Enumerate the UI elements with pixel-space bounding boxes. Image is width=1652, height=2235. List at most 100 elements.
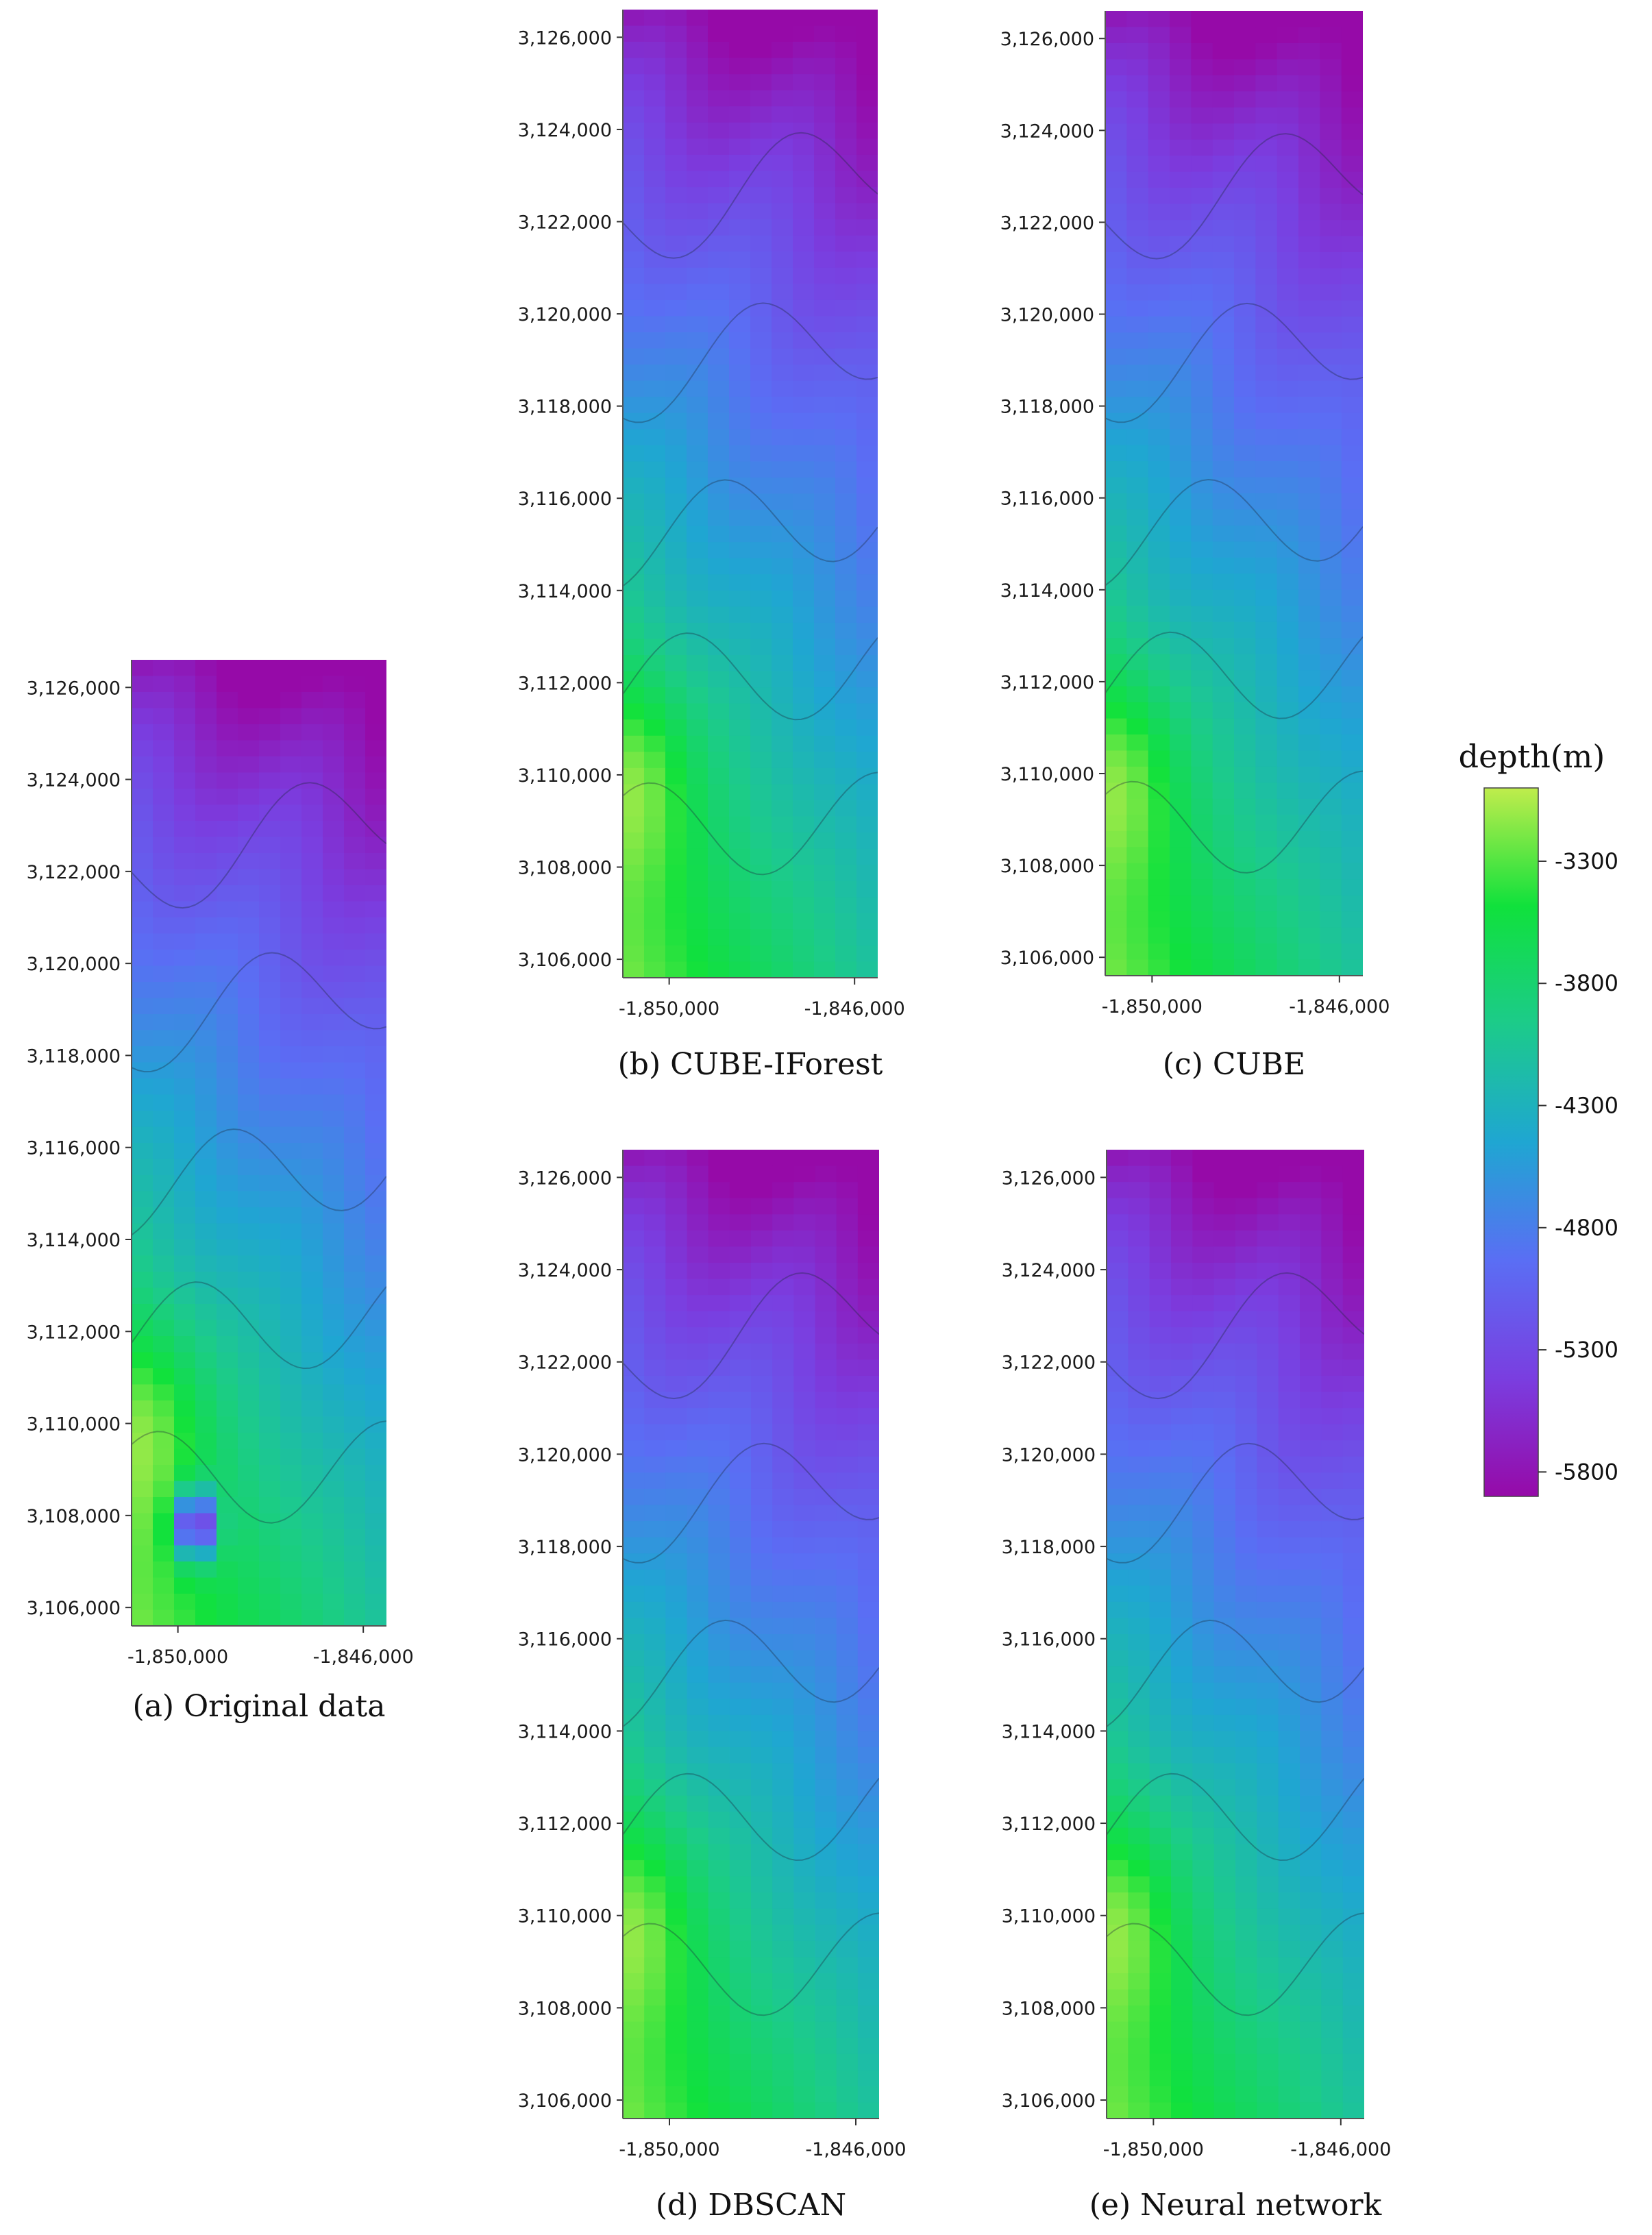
depth-cell: [1320, 123, 1342, 140]
depth-cell: [344, 1272, 366, 1289]
depth-cell: [280, 804, 302, 822]
depth-cell: [1342, 1456, 1364, 1474]
depth-cell: [323, 1577, 345, 1594]
depth-cell: [1341, 815, 1363, 832]
depth-cell: [793, 1957, 816, 1974]
depth-cell: [751, 1795, 773, 1813]
depth-cell: [365, 1046, 386, 1063]
depth-cell: [365, 950, 386, 967]
depth-cell: [623, 767, 645, 785]
depth-cell: [665, 752, 687, 769]
depth-cell: [857, 1601, 879, 1619]
depth-cell: [1170, 686, 1192, 703]
depth-cell: [1255, 911, 1278, 928]
depth-cell: [1191, 75, 1213, 92]
depth-cell: [793, 1940, 816, 1958]
depth-cell: [623, 477, 645, 495]
depth-cell: [772, 1585, 795, 1603]
depth-cell: [623, 25, 645, 42]
depth-cell: [1128, 1408, 1150, 1425]
depth-cell: [132, 1304, 153, 1321]
depth-cell: [1255, 27, 1278, 44]
depth-cell: [665, 590, 687, 608]
depth-cell: [1320, 27, 1342, 44]
depth-cell: [815, 1973, 837, 1990]
depth-cell: [132, 1014, 153, 1031]
depth-cell: [644, 429, 666, 446]
depth-cell: [1191, 766, 1213, 784]
depth-cell: [708, 719, 730, 737]
depth-cell: [1235, 1182, 1258, 1199]
depth-cell: [238, 1594, 260, 1611]
depth-cell: [1278, 1908, 1300, 1925]
depth-cell: [1255, 782, 1278, 800]
depth-cell: [857, 1537, 879, 1554]
depth-cell: [1257, 1779, 1279, 1796]
depth-cell: [687, 1359, 709, 1376]
depth-cell: [1234, 252, 1257, 269]
depth-cell: [687, 1892, 709, 1910]
depth-cell: [623, 251, 645, 269]
depth-cell: [1191, 686, 1213, 703]
depth-cell: [365, 1094, 386, 1111]
y-tick-label: 3,124,000: [1002, 1260, 1096, 1281]
depth-cell: [1298, 879, 1321, 896]
depth-cell: [644, 1585, 667, 1603]
depth-cell: [301, 1046, 323, 1063]
depth-cell: [665, 1634, 688, 1651]
depth-cell: [835, 800, 857, 817]
depth-cell: [1341, 252, 1363, 269]
depth-cell: [836, 1505, 859, 1522]
depth-cell: [1105, 927, 1128, 944]
depth-cell: [815, 2021, 837, 2038]
depth-cell: [1213, 1569, 1236, 1587]
depth-cell: [750, 542, 772, 559]
depth-cell: [1213, 1521, 1236, 1538]
depth-cell: [708, 1230, 730, 1248]
depth-cell: [1298, 268, 1321, 285]
depth-cell: [772, 1860, 795, 1877]
colorbar-tick-label: -4800: [1555, 1215, 1618, 1241]
depth-cell: [708, 477, 730, 495]
depth-cell: [793, 1327, 816, 1344]
depth-cell: [750, 703, 772, 720]
depth-cell: [1255, 589, 1278, 607]
depth-cell: [793, 1714, 816, 1732]
depth-cell: [729, 445, 751, 462]
depth-cell: [815, 1214, 837, 1231]
depth-cell: [174, 1272, 196, 1289]
depth-cell: [751, 1150, 773, 1167]
depth-cell: [1321, 1892, 1344, 1910]
depth-cell: [1257, 1795, 1279, 1813]
depth-cell: [856, 848, 878, 865]
depth-cell: [132, 1223, 153, 1240]
depth-cell: [280, 965, 302, 983]
depth-cell: [1321, 1795, 1344, 1813]
depth-cell: [836, 1908, 859, 1925]
depth-cell: [301, 1594, 323, 1611]
depth-cell: [1148, 702, 1170, 719]
depth-cell: [708, 655, 730, 672]
depth-cell: [623, 316, 645, 333]
depth-cell: [1213, 1585, 1236, 1603]
depth-cell: [665, 365, 687, 382]
depth-cell: [835, 90, 857, 108]
depth-cell: [1171, 1650, 1194, 1667]
depth-cell: [687, 1795, 709, 1813]
depth-cell: [1342, 1940, 1364, 1958]
depth-cell: [1278, 1392, 1300, 1409]
y-tick-label: 3,122,000: [27, 862, 121, 883]
depth-cell: [259, 1159, 281, 1176]
depth-cell: [238, 724, 260, 741]
depth-cell: [708, 1779, 730, 1796]
depth-cell: [687, 1392, 709, 1409]
depth-cell: [857, 1714, 879, 1732]
depth-cell: [729, 880, 751, 898]
depth-cell: [1126, 863, 1149, 880]
depth-cell: [323, 724, 345, 741]
depth-cell: [729, 365, 751, 382]
depth-cell: [687, 10, 708, 27]
depth-cell: [1191, 268, 1213, 285]
depth-cell: [174, 901, 196, 918]
depth-cell: [835, 767, 857, 785]
